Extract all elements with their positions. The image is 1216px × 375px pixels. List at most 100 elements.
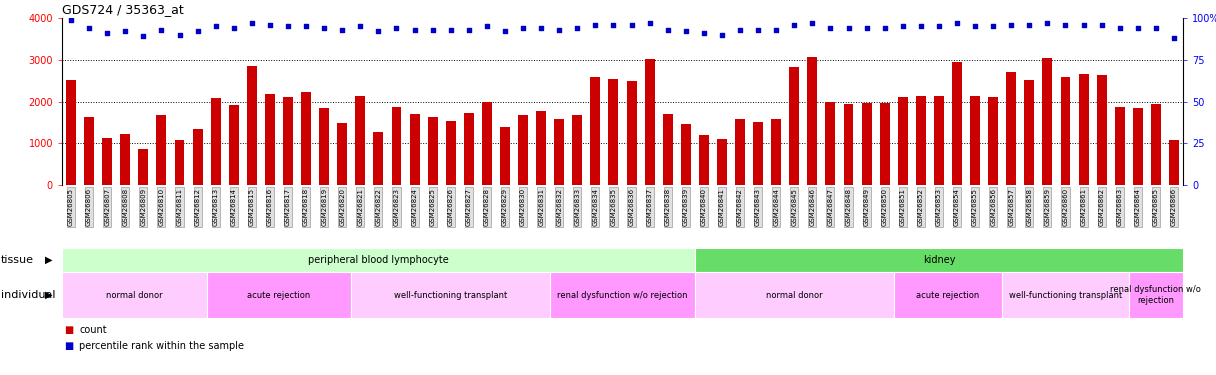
Bar — [573, 115, 582, 185]
Bar — [952, 62, 962, 185]
Bar — [157, 115, 167, 185]
Text: GSM26850: GSM26850 — [882, 188, 888, 226]
Point — [1110, 25, 1130, 31]
Point — [603, 22, 623, 28]
Text: GSM26843: GSM26843 — [755, 188, 761, 226]
Text: GSM26830: GSM26830 — [520, 188, 527, 226]
Text: GSM26858: GSM26858 — [1026, 188, 1032, 226]
Point — [803, 20, 822, 26]
Text: GSM26823: GSM26823 — [394, 188, 400, 226]
Bar — [482, 102, 491, 185]
Point — [368, 28, 388, 34]
Text: GSM26811: GSM26811 — [176, 188, 182, 226]
Bar — [1097, 75, 1107, 185]
Point — [206, 23, 225, 29]
Bar — [879, 103, 890, 185]
Text: GSM26865: GSM26865 — [1153, 188, 1159, 226]
Bar — [844, 104, 854, 185]
Text: GSM26806: GSM26806 — [86, 188, 92, 226]
Text: GSM26864: GSM26864 — [1135, 188, 1141, 226]
Bar — [894, 272, 1002, 318]
Point — [694, 30, 714, 36]
Bar — [210, 98, 220, 185]
Point — [1128, 25, 1148, 31]
Text: GSM26805: GSM26805 — [68, 188, 74, 226]
Bar — [84, 117, 94, 185]
Bar — [1133, 108, 1143, 185]
Bar — [175, 140, 185, 185]
Text: GSM26821: GSM26821 — [358, 188, 364, 226]
Text: GSM26852: GSM26852 — [918, 188, 924, 226]
Text: GSM26829: GSM26829 — [502, 188, 508, 226]
Point — [748, 27, 767, 33]
Text: GSM26832: GSM26832 — [556, 188, 562, 226]
Point — [297, 23, 316, 29]
Point — [1074, 22, 1093, 28]
Text: acute rejection: acute rejection — [247, 291, 310, 300]
Bar — [789, 67, 799, 185]
Point — [441, 27, 461, 33]
Text: normal donor: normal donor — [106, 291, 163, 300]
Text: GSM26814: GSM26814 — [231, 188, 237, 226]
Text: GSM26827: GSM26827 — [466, 188, 472, 226]
Bar — [826, 102, 835, 185]
Bar — [717, 140, 727, 185]
Point — [170, 32, 190, 38]
Text: GSM26833: GSM26833 — [574, 188, 580, 226]
Text: GSM26810: GSM26810 — [158, 188, 164, 226]
Text: GSM26835: GSM26835 — [610, 188, 617, 226]
Point — [61, 16, 80, 22]
Bar — [410, 114, 420, 185]
Text: GSM26841: GSM26841 — [719, 188, 725, 226]
Text: GSM26819: GSM26819 — [321, 188, 327, 226]
Bar — [591, 77, 601, 185]
Point — [224, 25, 243, 31]
Point — [278, 23, 298, 29]
Point — [731, 27, 750, 33]
Text: GSM26849: GSM26849 — [863, 188, 869, 226]
Point — [116, 28, 135, 34]
Text: GSM26813: GSM26813 — [213, 188, 219, 226]
Text: GSM26818: GSM26818 — [303, 188, 309, 226]
Bar — [699, 135, 709, 185]
Text: GSM26856: GSM26856 — [990, 188, 996, 226]
Point — [1019, 22, 1038, 28]
Point — [152, 27, 171, 33]
Text: GSM26859: GSM26859 — [1045, 188, 1051, 226]
Point — [568, 25, 587, 31]
Bar — [500, 127, 510, 185]
Bar — [351, 272, 550, 318]
Point — [134, 33, 153, 39]
Text: GSM26824: GSM26824 — [411, 188, 417, 226]
Bar — [1128, 272, 1183, 318]
Text: ▶: ▶ — [45, 255, 52, 265]
Text: GSM26853: GSM26853 — [936, 188, 942, 226]
Bar — [934, 96, 944, 185]
Point — [405, 27, 424, 33]
Bar — [916, 96, 925, 185]
Point — [1092, 22, 1111, 28]
Text: GSM26816: GSM26816 — [268, 188, 272, 226]
Bar — [62, 272, 207, 318]
Bar — [283, 97, 293, 185]
Point — [966, 23, 985, 29]
Bar — [1024, 80, 1035, 185]
Text: GSM26839: GSM26839 — [682, 188, 688, 226]
Bar — [550, 272, 694, 318]
Text: GSM26838: GSM26838 — [665, 188, 671, 226]
Bar — [518, 115, 528, 185]
Bar — [373, 132, 383, 185]
Bar — [62, 248, 694, 272]
Point — [893, 23, 912, 29]
Bar — [446, 121, 456, 185]
Point — [1055, 22, 1075, 28]
Bar — [265, 94, 275, 185]
Text: ■: ■ — [64, 341, 74, 351]
Text: individual: individual — [1, 290, 56, 300]
Point — [713, 32, 732, 38]
Text: percentile rank within the sample: percentile rank within the sample — [79, 341, 244, 351]
Bar — [644, 59, 654, 185]
Text: well-functioning transplant: well-functioning transplant — [394, 291, 507, 300]
Text: GSM26861: GSM26861 — [1081, 188, 1087, 226]
Bar — [463, 113, 474, 185]
